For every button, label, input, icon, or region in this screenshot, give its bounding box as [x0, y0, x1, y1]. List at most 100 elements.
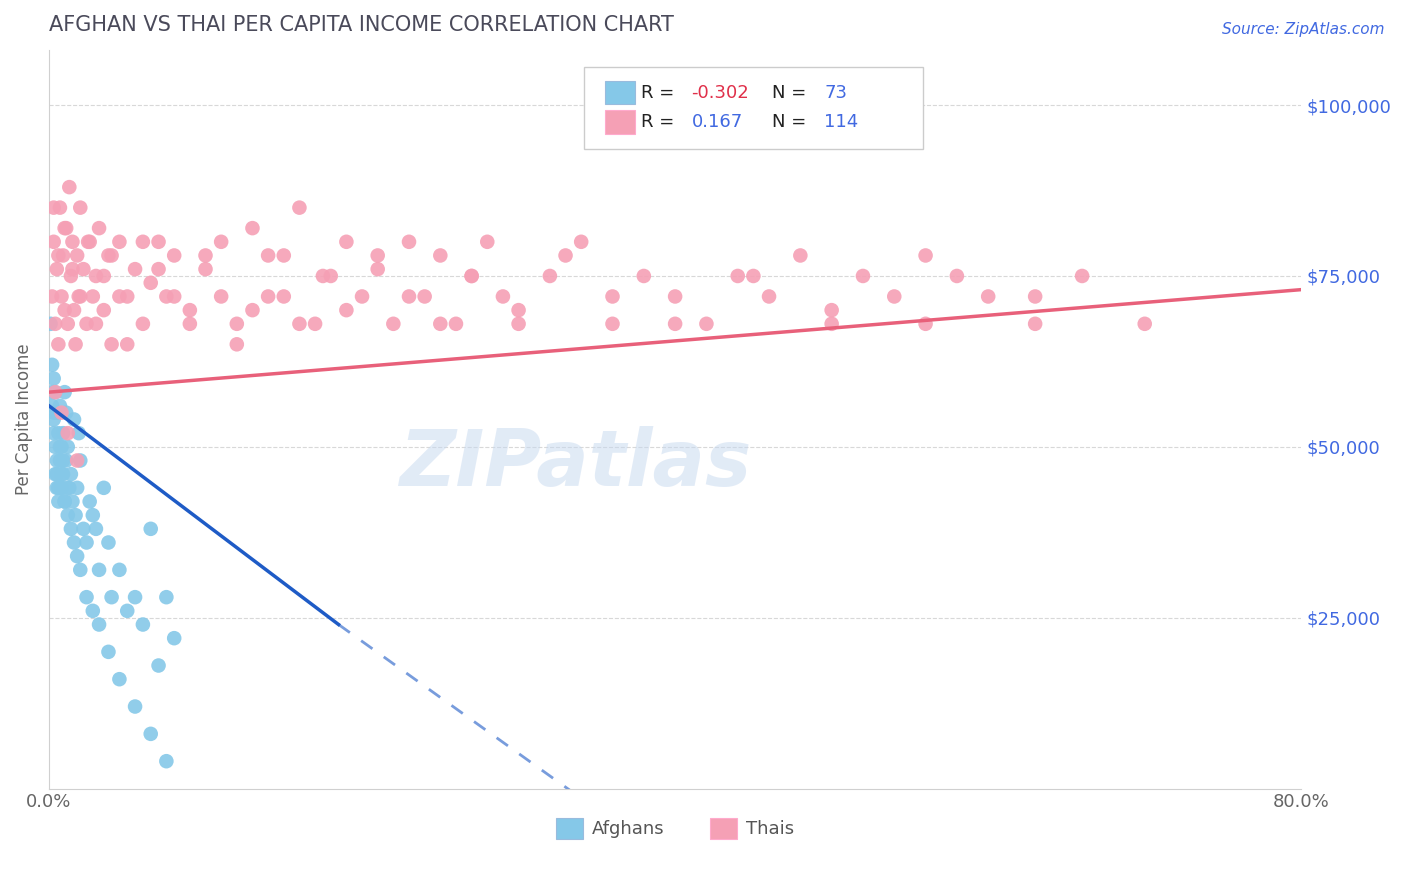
- Point: [179, 317, 201, 331]
- Text: N =: N =: [772, 113, 811, 131]
- Point: [312, 268, 335, 283]
- Point: [51, 289, 73, 303]
- Point: [42, 426, 65, 441]
- Point: [48, 337, 70, 351]
- Point: [52, 426, 75, 441]
- Point: [179, 303, 201, 318]
- Point: [398, 289, 420, 303]
- Point: [257, 248, 280, 262]
- Point: [100, 590, 122, 604]
- Point: [49, 440, 72, 454]
- Point: [194, 248, 217, 262]
- Point: [115, 337, 138, 351]
- Point: [946, 268, 969, 283]
- Point: [139, 522, 162, 536]
- Text: 114: 114: [824, 113, 859, 131]
- Point: [1024, 317, 1046, 331]
- Point: [84, 268, 107, 283]
- Point: [257, 289, 280, 303]
- Point: [56, 481, 79, 495]
- Point: [444, 317, 467, 331]
- Point: [76, 590, 98, 604]
- Point: [87, 617, 110, 632]
- Point: [695, 317, 717, 331]
- Legend: Afghans, Thais: Afghans, Thais: [548, 811, 801, 846]
- Point: [1133, 317, 1156, 331]
- Point: [52, 467, 75, 482]
- Point: [59, 522, 82, 536]
- Point: [139, 727, 162, 741]
- Point: [460, 268, 482, 283]
- Point: [56, 426, 79, 441]
- Text: AFGHAN VS THAI PER CAPITA INCOME CORRELATION CHART: AFGHAN VS THAI PER CAPITA INCOME CORRELA…: [49, 15, 673, 35]
- Point: [554, 248, 576, 262]
- Point: [398, 235, 420, 249]
- Point: [821, 317, 844, 331]
- Point: [44, 385, 66, 400]
- Point: [49, 399, 72, 413]
- Point: [100, 337, 122, 351]
- Point: [66, 453, 89, 467]
- Point: [55, 406, 77, 420]
- Point: [51, 467, 73, 482]
- Point: [821, 303, 844, 318]
- Point: [108, 563, 131, 577]
- Point: [132, 617, 155, 632]
- Point: [63, 412, 86, 426]
- Point: [977, 289, 1000, 303]
- Point: [42, 201, 65, 215]
- Point: [79, 494, 101, 508]
- Point: [77, 235, 100, 249]
- Point: [273, 289, 295, 303]
- Point: [52, 453, 75, 467]
- Point: [108, 289, 131, 303]
- Text: -0.302: -0.302: [692, 84, 749, 102]
- Point: [492, 289, 515, 303]
- Point: [273, 248, 295, 262]
- Point: [69, 201, 91, 215]
- Point: [163, 631, 186, 645]
- Text: R =: R =: [641, 113, 681, 131]
- Point: [477, 235, 499, 249]
- Point: [148, 658, 170, 673]
- Point: [42, 406, 65, 420]
- Point: [84, 317, 107, 331]
- Y-axis label: Per Capita Income: Per Capita Income: [15, 343, 32, 495]
- Point: [51, 440, 73, 454]
- Point: [148, 262, 170, 277]
- Point: [87, 563, 110, 577]
- Point: [100, 248, 122, 262]
- Point: [59, 467, 82, 482]
- Point: [67, 289, 90, 303]
- Point: [41, 358, 63, 372]
- Point: [367, 262, 389, 277]
- Point: [62, 262, 84, 277]
- FancyBboxPatch shape: [583, 67, 924, 149]
- Point: [242, 303, 264, 318]
- Point: [65, 337, 87, 351]
- Point: [93, 268, 115, 283]
- Point: [44, 385, 66, 400]
- Point: [155, 590, 177, 604]
- Point: [352, 289, 374, 303]
- Point: [225, 317, 247, 331]
- Text: N =: N =: [772, 84, 811, 102]
- Point: [460, 268, 482, 283]
- Point: [288, 317, 311, 331]
- Point: [65, 508, 87, 523]
- Point: [42, 235, 65, 249]
- Point: [56, 317, 79, 331]
- Point: [48, 248, 70, 262]
- Point: [97, 248, 120, 262]
- Point: [569, 235, 592, 249]
- Point: [242, 221, 264, 235]
- Point: [148, 235, 170, 249]
- Point: [367, 248, 389, 262]
- Point: [48, 426, 70, 441]
- FancyBboxPatch shape: [605, 111, 636, 134]
- Point: [93, 481, 115, 495]
- Point: [63, 535, 86, 549]
- Point: [727, 268, 749, 283]
- Point: [45, 406, 67, 420]
- Text: R =: R =: [641, 84, 681, 102]
